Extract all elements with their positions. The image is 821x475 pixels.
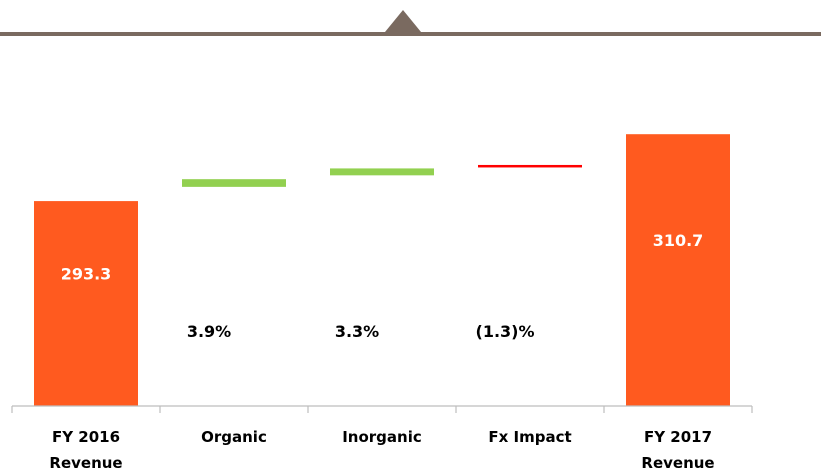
total-bar-label-0: 293.3 xyxy=(61,265,112,284)
category-label-0-line-1: Revenue xyxy=(49,454,122,472)
change-bar-2 xyxy=(478,164,582,168)
chart-marks xyxy=(34,134,730,406)
category-label-4-line-0: FY 2017 xyxy=(644,428,712,446)
change-label-2: (1.3)% xyxy=(476,322,535,341)
category-label-0-line-0: FY 2016 xyxy=(52,428,120,446)
category-label-3-line-0: Fx Impact xyxy=(488,428,571,446)
top-divider xyxy=(0,10,821,36)
category-label-2: Inorganic xyxy=(342,428,422,446)
total-bar-1 xyxy=(626,134,730,406)
total-bar-0 xyxy=(34,201,138,406)
category-label-1-line-0: Organic xyxy=(201,428,267,446)
change-bar-1 xyxy=(330,168,434,176)
category-label-4-line-1: Revenue xyxy=(641,454,714,472)
top-divider-notch xyxy=(385,10,421,32)
category-label-1: Organic xyxy=(201,428,267,446)
chart-labels: 293.3 310.7 3.9% 3.3% (1.3)% FY 2016 Revenue Or… xyxy=(49,231,714,472)
change-label-1: 3.3% xyxy=(335,322,379,341)
x-axis xyxy=(11,405,753,413)
category-label-4: FY 2017 Revenue xyxy=(641,428,714,472)
total-bar-label-1: 310.7 xyxy=(653,231,704,250)
category-label-0: FY 2016 Revenue xyxy=(49,428,122,472)
category-label-2-line-0: Inorganic xyxy=(342,428,422,446)
category-label-3: Fx Impact xyxy=(488,428,571,446)
change-bar-0 xyxy=(182,179,286,187)
change-label-0: 3.9% xyxy=(187,322,231,341)
